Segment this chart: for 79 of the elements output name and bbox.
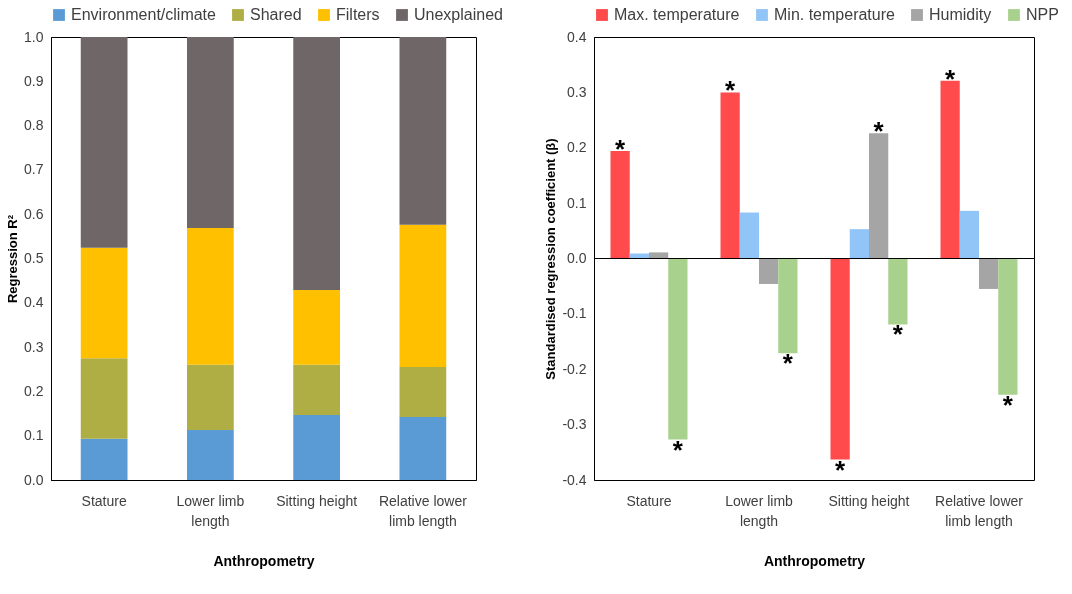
y-tick-label: 0.8 bbox=[24, 117, 44, 134]
x-tick-label: Sitting height bbox=[276, 492, 358, 509]
y-tick-label: 0.6 bbox=[24, 205, 44, 222]
bar bbox=[80, 247, 128, 359]
y-tick-label: 0.0 bbox=[567, 250, 587, 266]
data-label: * bbox=[782, 348, 794, 379]
y-axis-title: Standardised regression coefficient (β) bbox=[543, 138, 559, 380]
y-tick-label: 0.9 bbox=[24, 72, 44, 89]
bar bbox=[739, 212, 759, 259]
bar bbox=[187, 429, 234, 480]
bar bbox=[399, 367, 447, 418]
y-tick-label: -0.4 bbox=[562, 471, 587, 488]
legend-label: Humidity bbox=[929, 6, 992, 23]
x-tick-label: Relative lower limb length bbox=[935, 492, 1024, 529]
x-axis-title: Anthropometry bbox=[213, 552, 315, 569]
y-tick-label: 0.1 bbox=[24, 427, 44, 444]
bar bbox=[293, 289, 340, 365]
y-tick-label: 0.7 bbox=[24, 161, 44, 178]
bar bbox=[830, 258, 850, 460]
bar bbox=[610, 151, 630, 259]
data-label: * bbox=[835, 454, 847, 485]
bar bbox=[959, 210, 979, 259]
x-tick-label: Stature bbox=[81, 492, 127, 509]
y-tick-label: -0.3 bbox=[562, 416, 587, 433]
x-axis-title: Anthropometry bbox=[763, 552, 866, 569]
legend-label: Environment/climate bbox=[71, 6, 217, 23]
y-tick-label: 0.4 bbox=[24, 294, 44, 311]
legend-label: Shared bbox=[250, 6, 302, 23]
bar bbox=[668, 258, 688, 440]
x-tick-label: Lower limb length bbox=[176, 492, 245, 529]
bar bbox=[399, 37, 447, 225]
y-tick-label: 0.3 bbox=[24, 338, 44, 355]
y-tick-label: -0.2 bbox=[562, 360, 587, 377]
bar bbox=[293, 37, 340, 290]
data-label: * bbox=[672, 434, 684, 465]
bar bbox=[998, 258, 1018, 395]
x-tick-label: Lower limb length bbox=[725, 492, 794, 529]
bar bbox=[187, 227, 234, 365]
data-label: * bbox=[945, 63, 957, 94]
y-tick-label: 0.1 bbox=[567, 194, 587, 211]
y-tick-label: 0.2 bbox=[24, 382, 44, 399]
bar bbox=[979, 258, 999, 289]
bar bbox=[399, 417, 447, 480]
data-label: * bbox=[615, 134, 627, 165]
data-label: * bbox=[873, 116, 885, 147]
bar bbox=[778, 258, 798, 354]
legend-label: Filters bbox=[336, 6, 380, 23]
bar bbox=[80, 438, 128, 480]
bar bbox=[80, 358, 128, 439]
bar bbox=[888, 258, 908, 325]
bar bbox=[759, 258, 779, 284]
bar bbox=[293, 414, 340, 480]
bar bbox=[849, 229, 869, 259]
data-label: * bbox=[892, 319, 904, 350]
y-tick-label: 0.2 bbox=[567, 139, 587, 156]
x-tick-label: Sitting height bbox=[828, 492, 910, 509]
bar bbox=[940, 80, 960, 259]
x-tick-label: Stature bbox=[626, 492, 672, 509]
bar bbox=[399, 224, 447, 368]
bar bbox=[187, 37, 234, 228]
legend-label: Unexplained bbox=[414, 6, 503, 23]
y-tick-label: 1.0 bbox=[24, 28, 44, 45]
y-tick-label: 0.0 bbox=[24, 471, 44, 488]
y-axis-title: Regression R² bbox=[5, 214, 21, 304]
bar bbox=[187, 364, 234, 430]
y-tick-label: 0.4 bbox=[567, 28, 587, 45]
legend-label: Max. temperature bbox=[614, 6, 740, 23]
y-tick-label: -0.1 bbox=[562, 305, 587, 322]
bar bbox=[720, 92, 740, 259]
legend-label: NPP bbox=[1026, 6, 1059, 23]
y-tick-label: 0.5 bbox=[24, 250, 44, 266]
bar bbox=[293, 364, 340, 415]
bar bbox=[869, 133, 889, 259]
y-tick-label: 0.3 bbox=[567, 83, 587, 100]
data-label: * bbox=[725, 75, 737, 106]
legend-label: Min. temperature bbox=[774, 6, 896, 23]
x-tick-label: Relative lower limb length bbox=[378, 492, 468, 529]
data-label: * bbox=[1002, 389, 1014, 420]
bar bbox=[80, 37, 128, 248]
